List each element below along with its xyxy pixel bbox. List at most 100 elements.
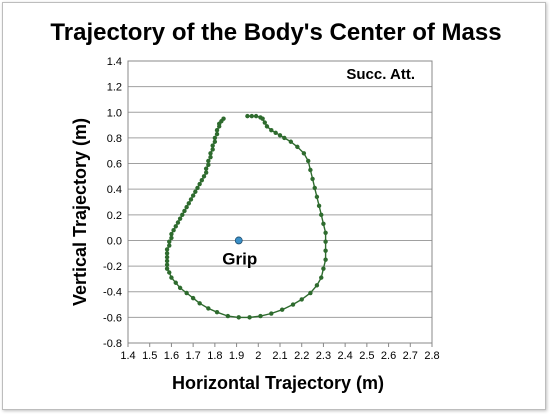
- chart-title: Trajectory of the Body's Center of Mass: [50, 19, 501, 46]
- y-tick-label: 0.6: [107, 159, 122, 171]
- trajectory-point: [197, 301, 202, 306]
- trajectory-point: [245, 113, 250, 119]
- trajectory-point: [282, 135, 287, 141]
- trajectory-point: [195, 185, 200, 191]
- trajectory-point: [177, 216, 183, 221]
- trajectory-point: [210, 147, 215, 152]
- x-tick-label: 2.5: [359, 350, 374, 362]
- trajectory-point: [290, 302, 296, 307]
- trajectory-point: [190, 193, 196, 198]
- trajectory-point: [164, 254, 170, 260]
- x-tick-label: 2.4: [337, 350, 352, 362]
- y-tick-label: 0.0: [107, 235, 122, 247]
- trajectory-point: [203, 166, 209, 171]
- attempt-annotation: Succ. Att.: [346, 66, 415, 83]
- trajectory-point: [203, 170, 209, 175]
- trajectory-point: [214, 128, 220, 133]
- x-tick-label: 1.8: [207, 350, 222, 362]
- trajectory-point: [269, 311, 274, 316]
- x-tick-label: 2.3: [316, 350, 331, 362]
- trajectory-line: [166, 115, 327, 319]
- trajectory-point: [169, 275, 174, 280]
- trajectory-point: [164, 251, 170, 256]
- trajectory-point: [214, 131, 220, 137]
- trajectory-point: [247, 315, 252, 320]
- trajectory-point: [164, 258, 170, 264]
- trajectory-point: [169, 231, 174, 237]
- trajectory-point: [206, 306, 211, 311]
- x-tick-label: 2.7: [403, 350, 418, 362]
- trajectory-point: [208, 151, 213, 156]
- trajectory-point: [188, 197, 194, 202]
- trajectory-point: [210, 143, 215, 148]
- trajectory-point: [171, 228, 176, 233]
- trajectory-point: [319, 275, 324, 280]
- y-tick-label: 0.4: [107, 184, 122, 196]
- trajectory-point: [273, 130, 278, 135]
- trajectory-point: [164, 262, 170, 268]
- x-axis-title: Horizontal Trajectory (m): [172, 373, 384, 393]
- trajectory-point: [173, 224, 178, 229]
- y-tick-label: -0.2: [103, 261, 122, 273]
- x-tick-label: 2.1: [272, 350, 287, 362]
- trajectory-point: [312, 185, 317, 191]
- y-tick-label: 0.8: [107, 133, 122, 145]
- x-tick-label: 1.9: [229, 350, 244, 362]
- trajectory-point: [264, 124, 270, 129]
- y-tick-label: 1.4: [107, 56, 122, 68]
- trajectory-point: [180, 212, 185, 218]
- trajectory-point: [301, 151, 307, 156]
- y-axis-title: Vertical Trajectory (m): [70, 118, 90, 306]
- y-tick-label: 0.2: [107, 210, 122, 222]
- trajectory-point: [308, 167, 313, 173]
- trajectory-point: [167, 239, 172, 244]
- y-axis-ticks: 1.4 1.2 1.0 0.8 0.6 0.4 0.2 0.0 -0.2 -0.4 -0.6 -0.8: [103, 56, 122, 350]
- x-tick-label: 2.6: [381, 350, 396, 362]
- x-tick-label: 1.4: [120, 350, 135, 362]
- trajectory-point: [299, 297, 304, 302]
- trajectory-point: [321, 221, 326, 226]
- trajectory-point: [321, 266, 326, 271]
- trajectory-point: [269, 128, 274, 133]
- trajectory-point: [279, 307, 285, 312]
- trajectory-point: [323, 239, 328, 244]
- trajectory-point: [184, 204, 189, 210]
- y-tick-label: -0.6: [103, 312, 122, 324]
- trajectory-point: [258, 115, 263, 120]
- trajectory-point: [184, 290, 189, 296]
- x-tick-label: 2.8: [424, 350, 439, 362]
- trajectory-point: [306, 158, 311, 164]
- trajectory-point: [173, 280, 178, 285]
- trajectory-point: [212, 135, 218, 141]
- trajectory-point: [199, 178, 205, 183]
- trajectory-point: [214, 310, 220, 315]
- trajectory-point: [217, 124, 222, 129]
- y-tick-label: 1.0: [107, 107, 122, 119]
- trajectory-point: [314, 194, 320, 200]
- trajectory-point: [310, 176, 315, 182]
- trajectory-point: [262, 120, 267, 125]
- trajectory-point: [193, 189, 198, 194]
- y-tick-label: 1.2: [107, 82, 122, 94]
- trajectory-point: [167, 270, 172, 275]
- trajectory-point: [212, 139, 218, 144]
- trajectory-point: [164, 266, 170, 271]
- grip-point: [234, 236, 243, 245]
- chart-frame: [2, 2, 546, 410]
- trajectory-point: [197, 181, 202, 187]
- x-tick-label: 1.5: [142, 350, 157, 362]
- trajectory-point: [295, 144, 300, 150]
- x-tick-label: 1.7: [185, 350, 200, 362]
- x-tick-label: 2: [255, 350, 261, 362]
- trajectory-point: [182, 208, 187, 214]
- grid-lines: [128, 60, 432, 344]
- grip-marker-group: Grip: [222, 236, 257, 268]
- trajectory-point: [225, 313, 231, 319]
- trajectory-point: [323, 248, 328, 253]
- trajectory-point: [164, 247, 170, 252]
- grip-label: Grip: [222, 249, 257, 268]
- trajectory-point: [167, 243, 172, 248]
- trajectory-series: [164, 113, 328, 320]
- trajectory-point: [249, 113, 254, 119]
